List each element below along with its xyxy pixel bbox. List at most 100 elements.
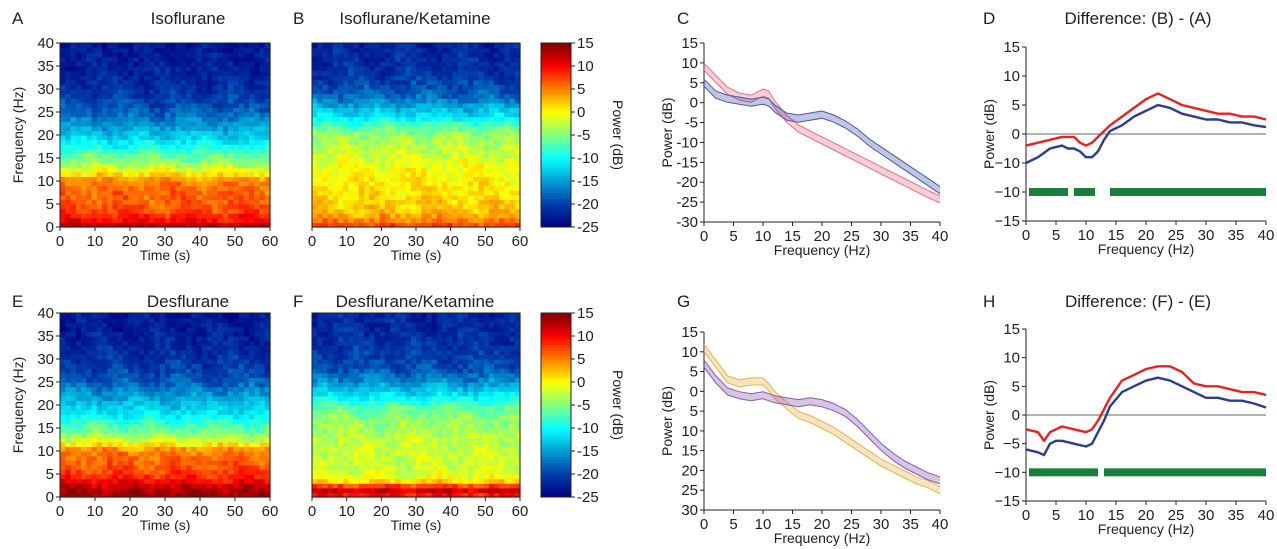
heatmap-cell — [238, 139, 245, 145]
heatmap-cell — [149, 139, 156, 145]
heatmap-cell — [452, 112, 459, 118]
heatmap-cell — [107, 158, 114, 164]
heatmap-cell — [138, 317, 145, 323]
heatmap-cell — [431, 56, 438, 62]
heatmap-cell — [196, 441, 203, 447]
heatmap-cell — [348, 70, 355, 76]
heatmap-cell — [358, 47, 365, 53]
heatmap-cell — [217, 112, 224, 118]
heatmap-cell — [86, 162, 93, 168]
heatmap-cell — [175, 176, 182, 182]
heatmap-cell — [395, 139, 401, 145]
heatmap-cell — [117, 492, 124, 498]
heatmap-cell — [249, 167, 255, 173]
heatmap-cell — [96, 478, 103, 484]
heatmap-cell — [149, 359, 156, 365]
heatmap-cell — [217, 372, 224, 378]
heatmap-cell — [170, 331, 177, 337]
heatmap-cell — [175, 474, 182, 480]
heatmap-cell — [102, 194, 108, 200]
heatmap-cell — [238, 52, 245, 58]
colorbar-tick-label: -25 — [577, 219, 599, 236]
heatmap-cell — [128, 162, 135, 168]
heatmap-cell — [217, 176, 224, 182]
heatmap-cell — [70, 75, 77, 81]
heatmap-cell — [201, 213, 208, 219]
heatmap-cell — [149, 409, 156, 415]
heatmap-cell — [102, 349, 108, 355]
heatmap-cell — [358, 84, 365, 90]
heatmap-cell — [165, 43, 171, 49]
heatmap-cell — [358, 158, 365, 164]
heatmap-cell — [70, 102, 77, 108]
heatmap-cell — [462, 135, 469, 141]
heatmap-cell — [96, 405, 103, 411]
heatmap-cell — [186, 112, 192, 118]
x-tick-label: 20 — [373, 233, 390, 250]
heatmap-cell — [488, 199, 495, 205]
heatmap-cell — [159, 125, 166, 131]
heatmap-cell — [249, 121, 255, 127]
heatmap-cell — [207, 148, 213, 154]
heatmap-cell — [499, 194, 505, 200]
heatmap-cell — [243, 372, 250, 378]
heatmap-cell — [70, 208, 77, 214]
heatmap-cell — [259, 213, 266, 219]
heatmap-cell — [180, 377, 187, 383]
heatmap-cell — [364, 98, 370, 104]
heatmap-cell — [128, 326, 135, 332]
heatmap-cell — [488, 56, 495, 62]
heatmap-cell — [144, 441, 150, 447]
heatmap-cell — [102, 359, 108, 365]
heatmap-cell — [144, 460, 150, 466]
heatmap-cell — [70, 386, 77, 392]
heatmap-cell — [353, 194, 360, 200]
heatmap-cell — [390, 162, 396, 168]
heatmap-cell — [65, 190, 72, 196]
heatmap-cell — [102, 208, 108, 214]
heatmap-cell — [175, 89, 182, 95]
heatmap-cell — [154, 391, 161, 397]
heatmap-cell — [442, 208, 448, 214]
heatmap-cell — [457, 43, 464, 49]
heatmap-cell — [138, 112, 145, 118]
heatmap-cell — [233, 446, 240, 452]
heatmap-cell — [264, 190, 271, 196]
heatmap-cell — [332, 222, 339, 228]
heatmap-cell — [312, 47, 318, 53]
heatmap-cell — [81, 56, 87, 62]
heatmap-cell — [243, 139, 250, 145]
heatmap-cell — [400, 56, 407, 62]
heatmap-cell — [462, 98, 469, 104]
heatmap-cell — [259, 70, 266, 76]
heatmap-cell — [478, 204, 485, 210]
heatmap-cell — [468, 112, 474, 118]
heatmap-cell — [395, 84, 401, 90]
heatmap-cell — [353, 61, 360, 67]
heatmap-cell — [426, 213, 433, 219]
heatmap-cell — [138, 432, 145, 438]
heatmap-cell — [81, 372, 87, 378]
heatmap-cell — [343, 89, 349, 95]
panel-title: Isoflurane/Ketamine — [339, 9, 490, 28]
heatmap-cell — [364, 56, 370, 62]
heatmap-cell — [228, 75, 234, 81]
heatmap-cell — [499, 93, 505, 99]
heatmap-cell — [191, 47, 198, 53]
heatmap-cell — [426, 222, 433, 228]
heatmap-cell — [196, 199, 203, 205]
heatmap-cell — [117, 153, 124, 159]
heatmap-cell — [165, 340, 171, 346]
heatmap-cell — [514, 125, 521, 131]
heatmap-cell — [243, 107, 250, 113]
heatmap-cell — [196, 135, 203, 141]
heatmap-cell — [478, 167, 485, 173]
heatmap-cell — [212, 446, 219, 452]
heatmap-cell — [91, 208, 98, 214]
heatmap-cell — [102, 107, 108, 113]
heatmap-cell — [217, 47, 224, 53]
heatmap-cell — [212, 112, 219, 118]
heatmap-cell — [86, 190, 93, 196]
heatmap-cell — [222, 432, 229, 438]
heatmap-cell — [91, 405, 98, 411]
